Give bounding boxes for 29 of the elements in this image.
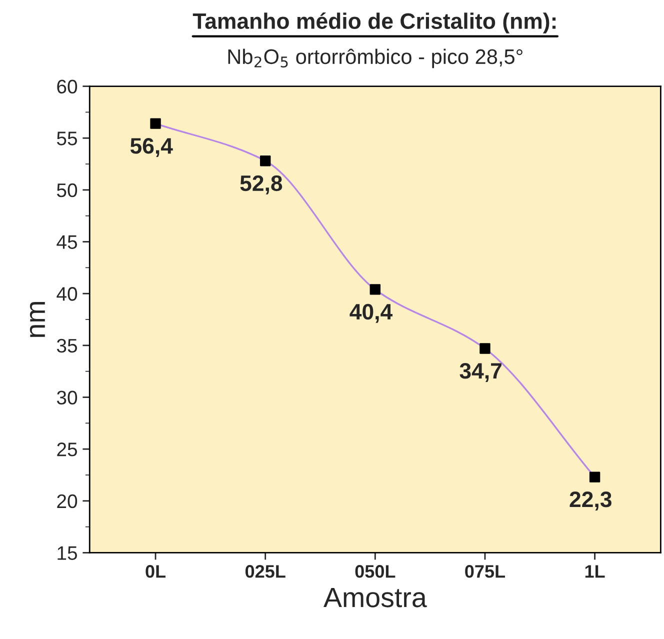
y-tick-label: 30 — [56, 390, 78, 404]
x-tick-label: 0L — [146, 565, 166, 578]
y-tick-label: 15 — [58, 546, 78, 560]
y-tick-label: 50 — [56, 183, 78, 198]
point — [150, 118, 161, 129]
chart-subtitle: Nb$_{2}$O$_{5}$ ortorrômbico - pico 28,5° — [228, 48, 522, 68]
data-label: 40,4 — [350, 304, 392, 323]
x-axis-title: Amostra — [324, 588, 427, 608]
y-tick-label: 25 — [57, 442, 78, 456]
y-tick-label: 45 — [56, 235, 78, 249]
data-label: 22,3 — [570, 492, 612, 510]
chart-title: Tamanho médio de Cristalito (nm): — [192, 12, 556, 34]
data-label: 34,7 — [460, 363, 502, 382]
point — [370, 284, 381, 295]
y-tick-label: 40 — [56, 287, 78, 301]
point — [480, 343, 490, 354]
point — [260, 156, 271, 166]
y-tick-label: 20 — [57, 494, 78, 508]
x-tick-label: 050L — [355, 565, 396, 578]
point — [589, 472, 600, 482]
x-tick-label: 025L — [245, 565, 286, 578]
data-label: 52,8 — [240, 175, 282, 194]
x-tick-label: 075L — [465, 565, 505, 578]
x-tick-label: 1L — [585, 565, 605, 578]
y-tick-label: 60 — [57, 80, 78, 94]
y-axis-title: nm — [30, 302, 45, 337]
y-tick-label: 55 — [56, 132, 78, 146]
data-label: 56,4 — [130, 138, 173, 158]
y-tick-label: 35 — [56, 338, 78, 353]
